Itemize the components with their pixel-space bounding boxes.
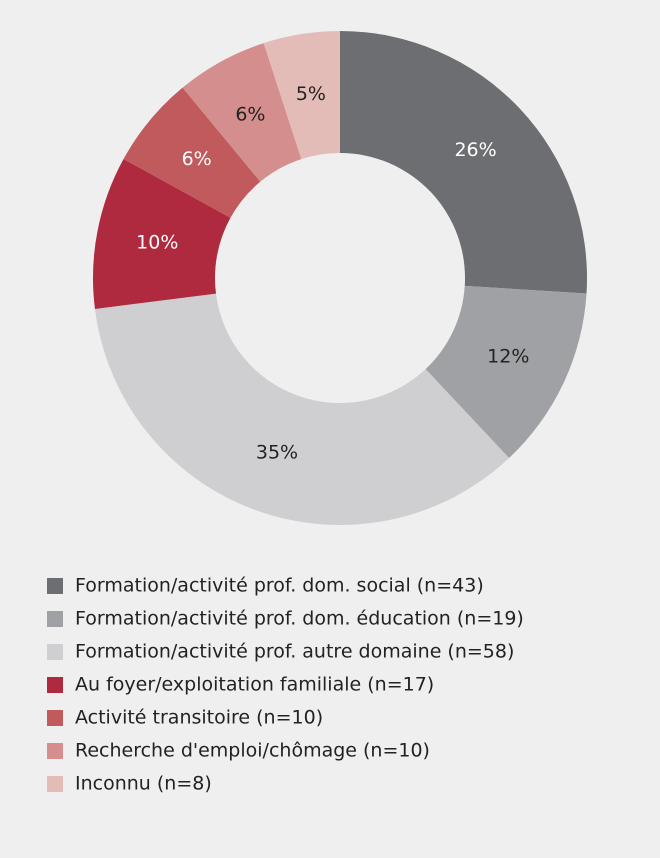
legend-swatch: [47, 776, 63, 792]
legend-label: Au foyer/exploitation familiale (n=17): [75, 674, 434, 696]
legend-swatch: [47, 644, 63, 660]
slice-label: 6%: [182, 148, 212, 170]
legend-label: Formation/activité prof. dom. éducation …: [75, 608, 524, 630]
slice-label: 26%: [454, 139, 496, 161]
slice: [94, 293, 510, 526]
slice: [182, 43, 302, 182]
slice-label: 5%: [296, 83, 326, 105]
legend-swatch: [47, 578, 63, 594]
legend-swatch: [47, 710, 63, 726]
slice: [340, 31, 587, 294]
legend-label: Formation/activité prof. autre domaine (…: [75, 641, 514, 663]
slice-label: 6%: [235, 104, 265, 126]
legend-swatch: [47, 743, 63, 759]
slice-label: 12%: [487, 346, 529, 368]
slice-label: 10%: [136, 232, 178, 254]
legend-label: Recherche d'emploi/chômage (n=10): [75, 740, 430, 762]
legend-swatch: [47, 611, 63, 627]
slice-label: 35%: [256, 442, 298, 464]
legend-swatch: [47, 677, 63, 693]
slice: [93, 159, 231, 309]
legend-label: Inconnu (n=8): [75, 773, 212, 795]
legend-label: Formation/activité prof. dom. social (n=…: [75, 575, 484, 597]
slice: [123, 87, 261, 218]
legend-label: Activité transitoire (n=10): [75, 707, 323, 729]
slice: [263, 31, 340, 160]
slice: [425, 285, 587, 459]
